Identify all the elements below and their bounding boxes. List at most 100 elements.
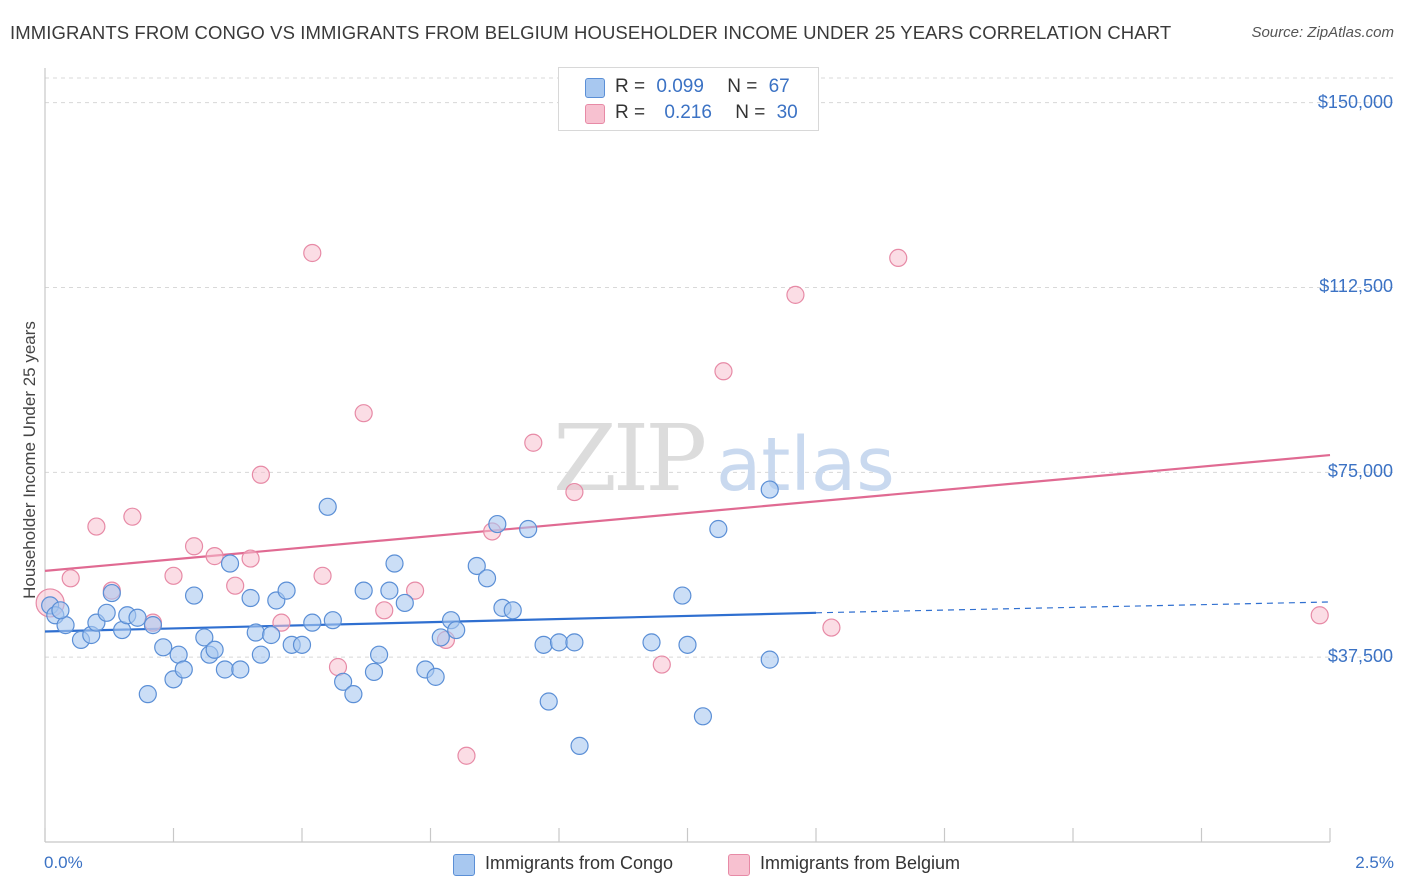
series-legend: Immigrants from Congo Immigrants from Be… bbox=[0, 852, 1406, 878]
data-point-belgium bbox=[164, 566, 183, 585]
source-label: Source: ZipAtlas.com bbox=[1251, 24, 1394, 41]
data-point-belgium bbox=[652, 655, 671, 674]
y-tick-label: $150,000 bbox=[1317, 91, 1393, 112]
data-point-belgium bbox=[889, 248, 908, 268]
data-point-belgium bbox=[226, 576, 245, 595]
data-point-belgium bbox=[405, 581, 425, 600]
y-tick-label: $37,500 bbox=[1327, 646, 1393, 667]
data-point-congo bbox=[195, 628, 214, 647]
y-tick-label: $112,500 bbox=[1319, 276, 1393, 297]
data-point-congo bbox=[447, 620, 466, 640]
data-point-congo bbox=[251, 645, 270, 664]
y-tick-label: $75,000 bbox=[1327, 461, 1393, 482]
data-point-congo bbox=[215, 660, 234, 679]
data-point-congo bbox=[51, 601, 70, 620]
data-point-congo bbox=[220, 554, 240, 573]
data-point-congo bbox=[205, 640, 224, 659]
data-point-belgium bbox=[354, 404, 373, 423]
data-point-congo bbox=[277, 581, 296, 600]
data-point-congo bbox=[97, 603, 116, 622]
data-point-congo bbox=[292, 635, 312, 654]
data-point-belgium bbox=[123, 507, 142, 526]
data-point-congo bbox=[128, 608, 147, 627]
data-point-congo bbox=[354, 581, 373, 600]
data-point-congo bbox=[246, 623, 265, 642]
data-point-belgium bbox=[714, 362, 733, 381]
watermark-atlas: atlas bbox=[716, 422, 895, 508]
y-axis-label: Householder Income Under 25 years bbox=[20, 321, 39, 599]
data-point-congo bbox=[385, 554, 404, 573]
legend-swatch-congo bbox=[453, 854, 475, 876]
data-point-belgium bbox=[786, 285, 805, 304]
data-point-congo bbox=[534, 635, 553, 654]
data-point-congo bbox=[709, 519, 728, 539]
data-point-congo bbox=[549, 633, 569, 652]
legend-n-label: N = bbox=[735, 102, 766, 123]
data-point-congo bbox=[174, 660, 193, 679]
data-point-congo bbox=[760, 480, 779, 499]
data-point-congo bbox=[303, 613, 322, 632]
data-point-congo bbox=[395, 593, 414, 613]
data-point-congo bbox=[477, 569, 497, 588]
data-point-congo bbox=[138, 685, 157, 704]
legend-r-label: R = bbox=[615, 76, 646, 97]
x-tick-label-min: 0.0% bbox=[44, 853, 83, 872]
legend-label-belgium: Immigrants from Belgium bbox=[760, 853, 961, 873]
data-point-congo bbox=[231, 660, 250, 679]
data-point-belgium bbox=[822, 618, 841, 637]
data-point-congo bbox=[519, 519, 538, 539]
data-point-belgium bbox=[565, 482, 584, 502]
data-point-belgium bbox=[457, 746, 476, 765]
legend-swatch-belgium bbox=[585, 104, 605, 124]
data-point-belgium bbox=[375, 601, 394, 620]
data-point-congo bbox=[503, 601, 522, 620]
data-point-congo bbox=[184, 586, 204, 605]
legend-label-congo: Immigrants from Congo bbox=[485, 853, 674, 873]
data-point-congo bbox=[143, 616, 163, 635]
legend-swatch-belgium bbox=[728, 854, 750, 876]
data-point-belgium bbox=[251, 465, 270, 484]
legend-r-value-congo: 0.099 bbox=[656, 76, 704, 97]
axes bbox=[44, 68, 1331, 843]
data-point-congo bbox=[323, 611, 342, 630]
data-point-congo bbox=[760, 650, 779, 669]
series-congo-points bbox=[41, 480, 779, 755]
data-point-congo bbox=[380, 581, 399, 600]
legend-r-label: R = bbox=[615, 102, 646, 123]
data-point-congo bbox=[431, 628, 450, 647]
data-point-belgium bbox=[241, 549, 260, 568]
x-tick-label-max: 2.5% bbox=[1355, 853, 1394, 872]
data-point-congo bbox=[642, 633, 661, 652]
legend-swatch-congo bbox=[585, 78, 605, 98]
legend-n-label: N = bbox=[727, 76, 758, 97]
trend-line-belgium bbox=[44, 453, 1331, 572]
data-point-congo bbox=[344, 685, 363, 704]
data-point-congo bbox=[673, 586, 692, 605]
data-point-belgium bbox=[303, 243, 322, 263]
watermark: ZIP atlas bbox=[553, 405, 895, 512]
legend-n-value-belgium: 30 bbox=[776, 102, 798, 123]
data-point-congo bbox=[565, 633, 584, 652]
data-point-congo bbox=[364, 662, 384, 682]
data-point-congo bbox=[370, 645, 389, 664]
data-point-congo bbox=[102, 583, 121, 603]
data-point-congo bbox=[241, 588, 260, 608]
data-point-congo bbox=[488, 514, 507, 534]
trend-line-congo-extension bbox=[815, 601, 1331, 614]
data-point-belgium bbox=[272, 613, 291, 632]
data-point-belgium bbox=[87, 517, 106, 536]
chart-title: IMMIGRANTS FROM CONGO VS IMMIGRANTS FROM… bbox=[10, 22, 1172, 43]
data-point-congo bbox=[539, 692, 558, 711]
data-point-congo bbox=[426, 667, 445, 686]
correlation-legend: R = 0.099 N = 67 R = 0.216 N = 30 bbox=[558, 67, 819, 131]
data-point-congo bbox=[154, 638, 173, 657]
data-point-belgium bbox=[524, 433, 543, 452]
data-point-congo bbox=[318, 497, 337, 516]
trend-lines bbox=[44, 453, 1331, 633]
data-point-belgium bbox=[1310, 606, 1329, 625]
data-point-belgium bbox=[61, 569, 80, 588]
data-point-congo bbox=[570, 736, 589, 755]
legend-n-value-congo: 67 bbox=[768, 76, 790, 97]
data-point-congo bbox=[334, 672, 353, 691]
